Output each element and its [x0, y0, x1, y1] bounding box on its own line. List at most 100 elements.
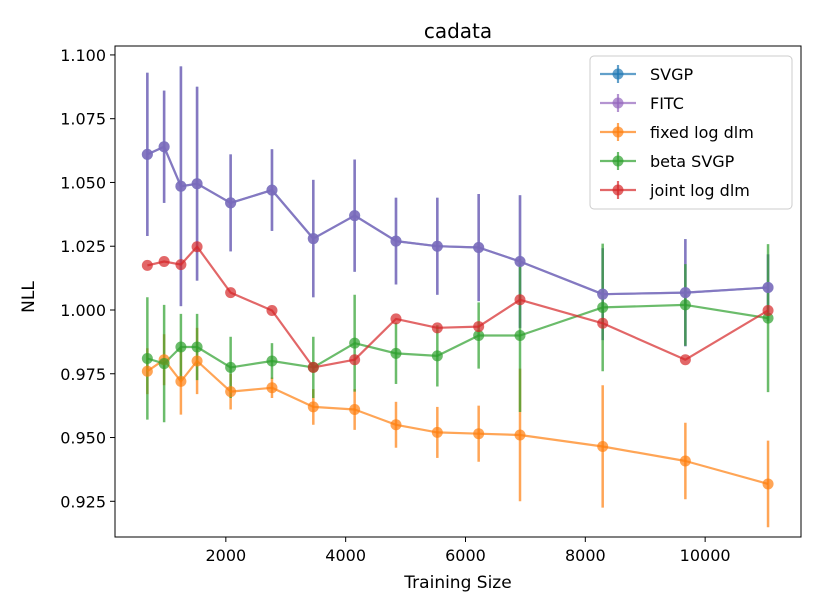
y-tick-label: 1.050 — [60, 173, 106, 192]
fixed-log-dlm-point — [597, 440, 609, 452]
x-axis-ticks: 2000 4000 6000 8000 10000 — [205, 537, 731, 565]
fitc-point — [266, 184, 278, 196]
x-tick-label: 8000 — [565, 546, 606, 565]
x-tick-label: 2000 — [205, 546, 246, 565]
legend-marker-swatch — [612, 184, 624, 196]
fixed-log-dlm-point — [141, 365, 153, 377]
beta-svgp-point — [514, 329, 526, 341]
fitc-point — [349, 210, 361, 222]
legend-item-joint-log-dlm: joint log dlm — [600, 181, 750, 200]
legend-label: joint log dlm — [649, 181, 750, 200]
fitc-point — [431, 240, 443, 252]
beta-svgp-point — [431, 350, 443, 362]
fitc-point — [762, 282, 774, 294]
beta-svgp-point — [141, 352, 153, 364]
joint-log-dlm-point — [473, 321, 485, 333]
fitc-point — [191, 178, 203, 190]
y-tick-label: 0.925 — [60, 492, 106, 511]
chart-title: cadata — [424, 19, 492, 43]
joint-log-dlm-point — [191, 241, 203, 253]
beta-svgp-point — [158, 358, 170, 370]
y-tick-label: 1.100 — [60, 46, 106, 65]
y-axis-label: NLL — [19, 281, 39, 313]
fixed-log-dlm-line — [146, 358, 769, 485]
beta-svgp-point — [390, 347, 402, 359]
fixed-log-dlm-point — [266, 382, 278, 394]
y-tick-label: 0.975 — [60, 365, 106, 384]
fitc-point — [225, 197, 237, 209]
x-axis-label: Training Size — [403, 573, 511, 593]
joint-log-dlm-point — [225, 287, 237, 299]
fitc-point — [514, 256, 526, 268]
joint-log-dlm-point — [349, 354, 361, 366]
joint-log-dlm-point — [141, 259, 153, 271]
fixed-log-dlm-point — [225, 386, 237, 398]
fitc-point — [597, 288, 609, 300]
fixed-log-dlm-point — [473, 428, 485, 440]
y-axis-ticks: 0.925 0.950 0.975 1.000 1.025 1.050 1.075 1.100 — [60, 46, 115, 511]
joint-log-dlm-point — [390, 313, 402, 325]
legend-marker-swatch — [612, 126, 624, 138]
joint-log-dlm-point — [307, 361, 319, 373]
joint-log-dlm-point — [431, 322, 443, 334]
legend-marker-swatch — [612, 97, 624, 109]
x-tick-label: 4000 — [325, 546, 366, 565]
x-tick-label: 10000 — [680, 546, 731, 565]
fixed-log-dlm-point — [762, 478, 774, 490]
beta-svgp-point — [473, 329, 485, 341]
fitc-point — [679, 287, 691, 299]
legend-marker-swatch — [612, 155, 624, 167]
beta-svgp-point — [175, 341, 187, 353]
legend-item-fixed-log-dlm: fixed log dlm — [600, 123, 754, 142]
legend: SVGP FITC fixed log dlm beta SVGP joint log … — [589, 55, 793, 210]
y-tick-label: 1.075 — [60, 110, 106, 129]
joint-log-dlm-point — [762, 305, 774, 317]
fitc-point — [390, 235, 402, 247]
joint-log-dlm-point — [175, 259, 187, 271]
y-tick-label: 0.950 — [60, 429, 106, 448]
beta-svgp-point — [191, 341, 203, 353]
legend-item-svgp: SVGP — [600, 65, 694, 84]
fitc-point — [473, 242, 485, 254]
fixed-log-dlm-point — [514, 429, 526, 441]
fixed-log-dlm-point — [679, 455, 691, 467]
legend-box — [589, 55, 793, 210]
fitc-point — [175, 180, 187, 192]
fixed-log-dlm-point — [349, 403, 361, 415]
joint-log-dlm-point — [266, 305, 278, 317]
fitc-point — [307, 233, 319, 245]
beta-svgp-point — [762, 312, 774, 324]
legend-marker-swatch — [612, 68, 624, 80]
y-tick-label: 1.000 — [60, 301, 106, 320]
fixed-log-dlm-point — [191, 355, 203, 367]
beta-svgp-line — [147, 303, 769, 369]
beta-svgp-point — [349, 337, 361, 349]
fixed-log-dlm-point — [390, 419, 402, 431]
beta-svgp-point — [266, 355, 278, 367]
y-tick-label: 1.025 — [60, 237, 106, 256]
fitc-point — [158, 141, 170, 153]
plot-frame — [114, 45, 802, 538]
beta-svgp-point — [225, 361, 237, 373]
x-tick-label: 6000 — [445, 546, 486, 565]
data-points-layer — [141, 141, 774, 490]
joint-log-dlm-line — [147, 245, 769, 369]
joint-log-dlm-point — [514, 294, 526, 306]
joint-log-dlm-point — [597, 317, 609, 329]
legend-label: fixed log dlm — [650, 123, 754, 142]
fitc-point — [141, 148, 153, 160]
joint-log-dlm-point — [679, 354, 691, 366]
legend-label: SVGP — [650, 65, 694, 84]
legend-item-beta-svgp: beta SVGP — [600, 152, 735, 171]
legend-label: beta SVGP — [650, 152, 735, 171]
joint-log-dlm-point — [158, 256, 170, 268]
fixed-log-dlm-point — [307, 401, 319, 413]
legend-label: FITC — [650, 94, 684, 113]
beta-svgp-point — [597, 301, 609, 313]
legend-item-fitc: FITC — [600, 94, 684, 113]
plot-area — [141, 66, 774, 528]
fixed-log-dlm-point — [175, 375, 187, 387]
beta-svgp-point — [679, 299, 691, 311]
fixed-log-dlm-point — [431, 426, 443, 438]
